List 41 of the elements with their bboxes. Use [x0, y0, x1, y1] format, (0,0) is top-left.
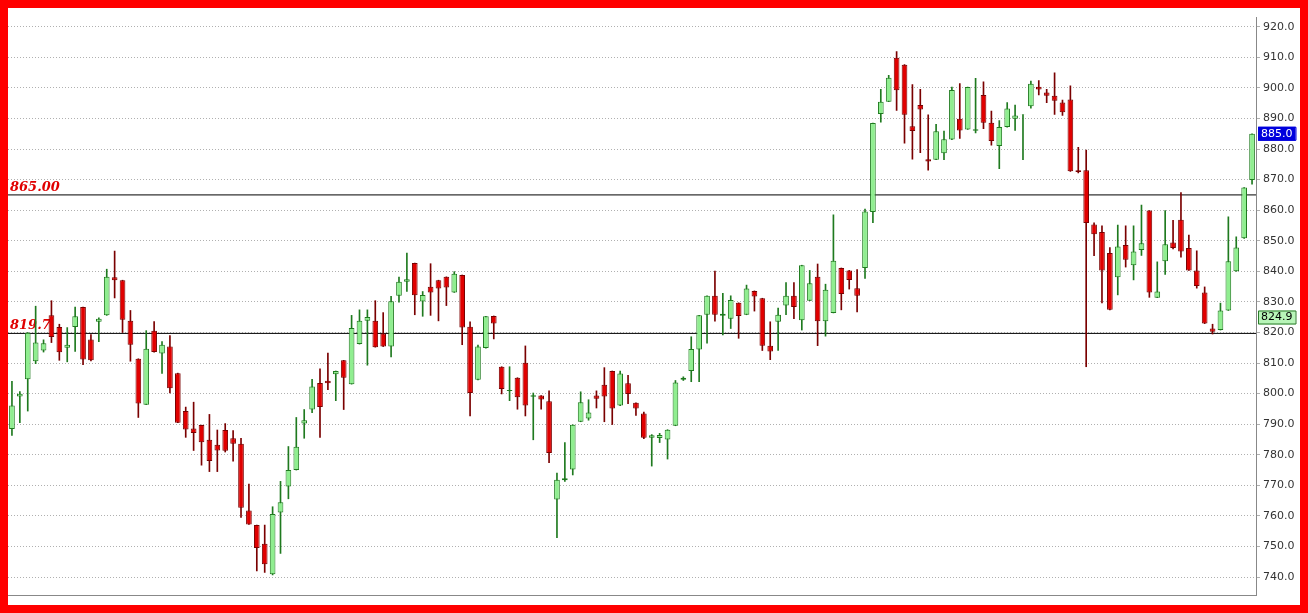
y-tick-label: 810.0	[1263, 355, 1295, 369]
y-tick-label: 880.0	[1263, 141, 1295, 155]
y-tick-label: 800.0	[1263, 386, 1295, 400]
candlestick	[1154, 261, 1161, 298]
candlestick	[1012, 104, 1018, 131]
y-tick-label: 900.0	[1263, 80, 1295, 94]
y-tick-label: 840.0	[1263, 264, 1295, 278]
candlestick	[538, 395, 545, 410]
candlestick	[95, 317, 102, 342]
y-tick-label: 830.0	[1263, 294, 1295, 308]
candlestick	[1162, 210, 1169, 275]
y-tick-label: 870.0	[1263, 172, 1295, 186]
y-tick-label: 920.0	[1263, 19, 1295, 33]
candlestick	[1170, 219, 1176, 250]
annotation: 824.9	[1261, 310, 1293, 324]
candlestick	[404, 252, 410, 292]
y-tick-label: 820.0	[1263, 325, 1295, 339]
y-tick-label: 850.0	[1263, 233, 1295, 247]
annotation: 885.0	[1261, 126, 1293, 140]
candlestick	[925, 114, 932, 171]
candlestick	[419, 291, 426, 317]
y-tick-label: 740.0	[1263, 569, 1295, 583]
candlestick	[64, 327, 71, 363]
candlestick	[1083, 149, 1090, 368]
y-tick-label: 770.0	[1263, 478, 1295, 492]
candlestick	[72, 306, 78, 352]
candlestick	[230, 430, 236, 462]
candlestick	[301, 409, 308, 439]
y-tick-label: 750.0	[1263, 539, 1295, 553]
y-tick-label: 790.0	[1263, 417, 1295, 431]
y-tick-label: 910.0	[1263, 50, 1295, 64]
y-tick-label: 860.0	[1263, 203, 1295, 217]
candlestick	[917, 89, 924, 154]
candlestick	[956, 83, 963, 139]
candlestick	[648, 434, 655, 467]
y-tick-label: 890.0	[1263, 111, 1295, 125]
y-tick-label: 760.0	[1263, 508, 1295, 522]
ref-line-label: 865.00	[10, 178, 60, 194]
candlestick	[775, 307, 781, 351]
candlestick	[854, 269, 860, 313]
y-tick-label: 780.0	[1263, 447, 1295, 461]
